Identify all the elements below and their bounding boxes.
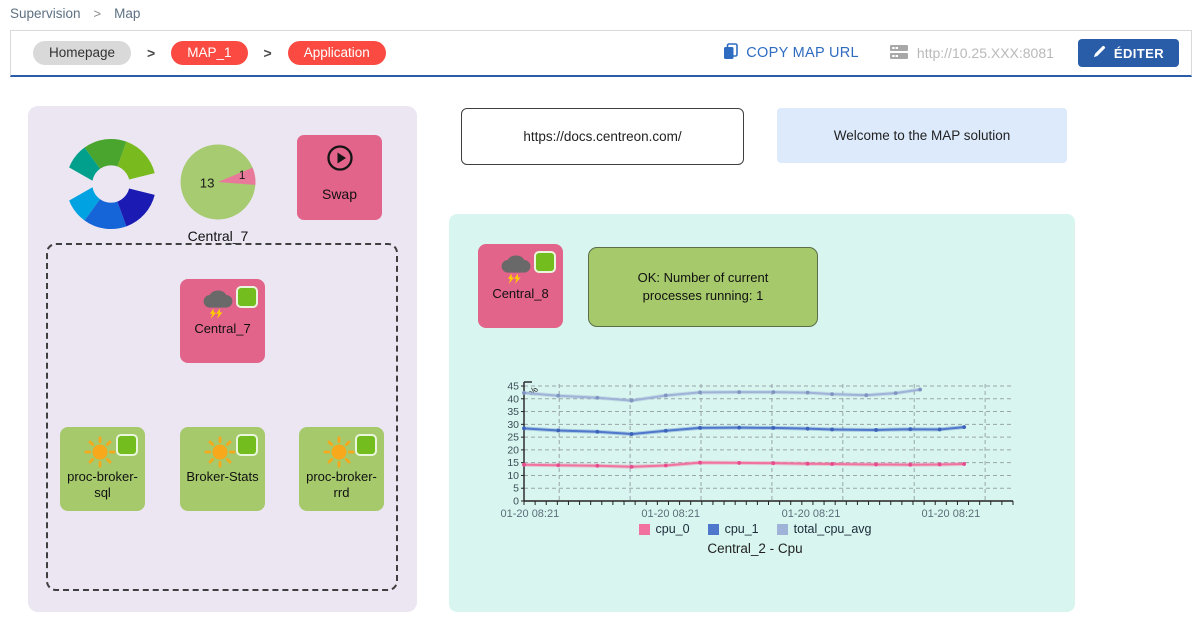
node-label: proc-broker-rrd xyxy=(306,469,377,501)
map-path-map1[interactable]: MAP_1 xyxy=(171,41,248,65)
map-path: Homepage > MAP_1 > Application xyxy=(11,41,386,65)
pie-big-value: 13 xyxy=(200,175,215,190)
server-url: http://10.25.XXX:8081 xyxy=(889,44,1054,63)
node-proc-broker-sql[interactable]: proc-broker-sql xyxy=(60,427,145,511)
svg-text:10: 10 xyxy=(507,470,519,482)
pencil-icon xyxy=(1093,45,1106,61)
legend-swatch-cpu0 xyxy=(638,523,650,535)
map-canvas-left-panel: 13 1 Central_7 Swap xyxy=(28,106,417,612)
svg-text:01-20 08:21: 01-20 08:21 xyxy=(501,508,560,520)
copy-icon xyxy=(723,42,739,64)
legend-item-total: total_cpu_avg xyxy=(776,522,872,536)
map-canvas-right-panel: Central_8 OK: Number of current processe… xyxy=(449,214,1075,612)
pie-chart: 13 1 xyxy=(179,144,257,225)
map-toolbar: Homepage > MAP_1 > Application COPY MAP … xyxy=(10,30,1192,77)
toolbar-right: COPY MAP URL http://10.25.XXX:8081 ÉDITE… xyxy=(717,31,1179,75)
legend-swatch-total xyxy=(776,523,788,535)
group-zone: Central_7 proc-broker-sql xyxy=(46,243,398,591)
node-swap[interactable]: Swap xyxy=(297,135,382,220)
breadcrumb-supervision[interactable]: Supervision xyxy=(10,6,81,21)
svg-text:0: 0 xyxy=(513,496,519,508)
pie-small-value: 1 xyxy=(239,169,246,182)
docs-link-text: https://docs.centreon.com/ xyxy=(523,129,682,144)
status-square xyxy=(236,286,258,308)
legend-swatch-cpu1 xyxy=(707,523,719,535)
svg-text:40: 40 xyxy=(507,393,519,405)
svg-text:25: 25 xyxy=(507,432,519,444)
pie-widget-label: Central_7 xyxy=(187,228,249,244)
breadcrumb: Supervision > Map xyxy=(10,6,140,21)
copy-map-url-label: COPY MAP URL xyxy=(746,45,859,61)
node-label: Central_7 xyxy=(194,321,251,336)
svg-text:15: 15 xyxy=(507,457,519,469)
node-central-8[interactable]: Central_8 xyxy=(478,244,563,328)
svg-text:01-20 08:21: 01-20 08:21 xyxy=(782,508,841,520)
status-square xyxy=(355,434,377,456)
sun-icon xyxy=(204,436,236,473)
chevron-right-icon: > xyxy=(147,45,156,61)
status-square xyxy=(534,251,556,273)
node-label: Central_8 xyxy=(492,286,549,301)
svg-text:01-20 08:21: 01-20 08:21 xyxy=(922,508,981,520)
svg-text:5: 5 xyxy=(513,483,519,495)
sun-icon xyxy=(84,436,116,473)
map-path-application[interactable]: Application xyxy=(287,41,386,65)
svg-text:20: 20 xyxy=(507,444,519,456)
edit-button[interactable]: ÉDITER xyxy=(1077,39,1179,67)
server-url-text: http://10.25.XXX:8081 xyxy=(916,45,1054,61)
chevron-right-icon: > xyxy=(263,45,272,61)
legend-item-cpu1: cpu_1 xyxy=(707,522,759,536)
svg-text:30: 30 xyxy=(507,419,519,431)
status-output-text: OK: Number of current processes running:… xyxy=(637,270,769,303)
node-broker-stats[interactable]: Broker-Stats xyxy=(180,427,265,511)
node-central-7[interactable]: Central_7 xyxy=(180,279,265,363)
status-square xyxy=(116,434,138,456)
sun-icon xyxy=(323,436,355,473)
storm-cloud-icon xyxy=(200,286,236,327)
svg-text:01-20 08:21: 01-20 08:21 xyxy=(641,508,700,520)
server-icon xyxy=(889,44,909,63)
node-label: proc-broker-sql xyxy=(67,469,138,501)
legend-item-cpu0: cpu_0 xyxy=(638,522,690,536)
legend-label: cpu_0 xyxy=(655,522,690,536)
chevron-right-icon: > xyxy=(93,6,102,21)
node-label: Broker-Stats xyxy=(186,469,259,484)
chart-legend: cpu_0 cpu_1 total_cpu_avg xyxy=(494,522,1016,536)
centreon-logo xyxy=(62,135,160,233)
svg-text:35: 35 xyxy=(507,406,519,418)
node-label: Swap xyxy=(321,186,358,202)
docs-link-box[interactable]: https://docs.centreon.com/ xyxy=(461,108,744,165)
welcome-box: Welcome to the MAP solution xyxy=(777,108,1067,163)
svg-text:45: 45 xyxy=(507,381,519,393)
status-output-box: OK: Number of current processes running:… xyxy=(588,247,818,327)
status-square xyxy=(236,434,258,456)
legend-label: total_cpu_avg xyxy=(793,522,872,536)
copy-map-url-button[interactable]: COPY MAP URL xyxy=(717,42,865,65)
map-path-homepage[interactable]: Homepage xyxy=(33,41,132,65)
legend-label: cpu_1 xyxy=(724,522,759,536)
chart-title: Central_2 - Cpu xyxy=(707,541,803,556)
breadcrumb-map[interactable]: Map xyxy=(114,6,141,21)
edit-button-label: ÉDITER xyxy=(1113,45,1164,61)
node-proc-broker-rrd[interactable]: proc-broker-rrd xyxy=(299,427,384,511)
cpu-chart-widget: 0 5 10 15 20 25 30 35 40 45 01-20 08:21 01-20 08:21… xyxy=(494,380,1016,556)
storm-cloud-icon xyxy=(498,251,534,292)
pie-widget-central7[interactable]: 13 1 Central_7 xyxy=(179,143,257,244)
play-icon xyxy=(297,143,382,178)
welcome-text: Welcome to the MAP solution xyxy=(833,128,1011,143)
